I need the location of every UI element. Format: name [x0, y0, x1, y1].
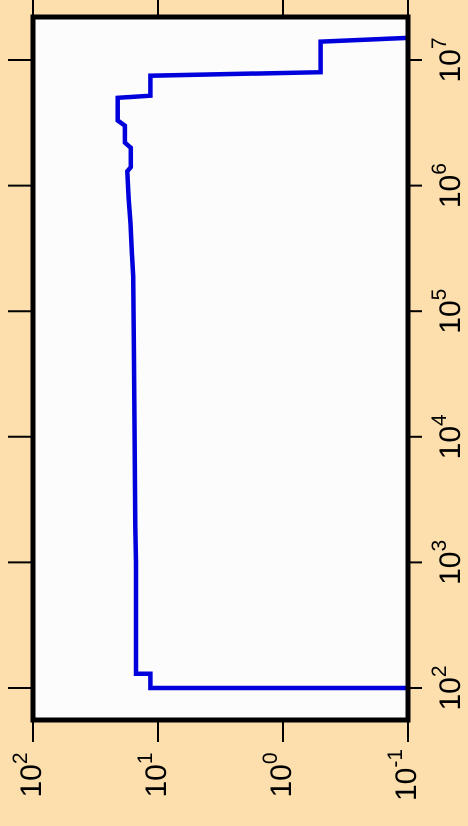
x-tick-label-4: 106 [428, 163, 467, 208]
y-tick-label-3: 10-1 [384, 749, 423, 801]
x-tick-label-1: 103 [428, 540, 467, 585]
x-tick-label-5: 107 [428, 37, 467, 82]
series-line-0 [115, 35, 409, 691]
plot-frame [30, 14, 411, 723]
y-tick-label-1: 101 [134, 752, 173, 797]
x-tick-label-3: 105 [428, 289, 467, 334]
x-tick-label-2: 104 [428, 414, 467, 459]
tick-labels: 102 103 104 105 106 107 102 101 100 10-1 [9, 37, 467, 801]
y-tick-label-2: 100 [259, 752, 298, 797]
series-layer [115, 35, 409, 691]
y-tick-label-0: 102 [9, 752, 48, 797]
x-tick-label-0: 102 [428, 665, 467, 710]
plot-area [33, 17, 408, 720]
